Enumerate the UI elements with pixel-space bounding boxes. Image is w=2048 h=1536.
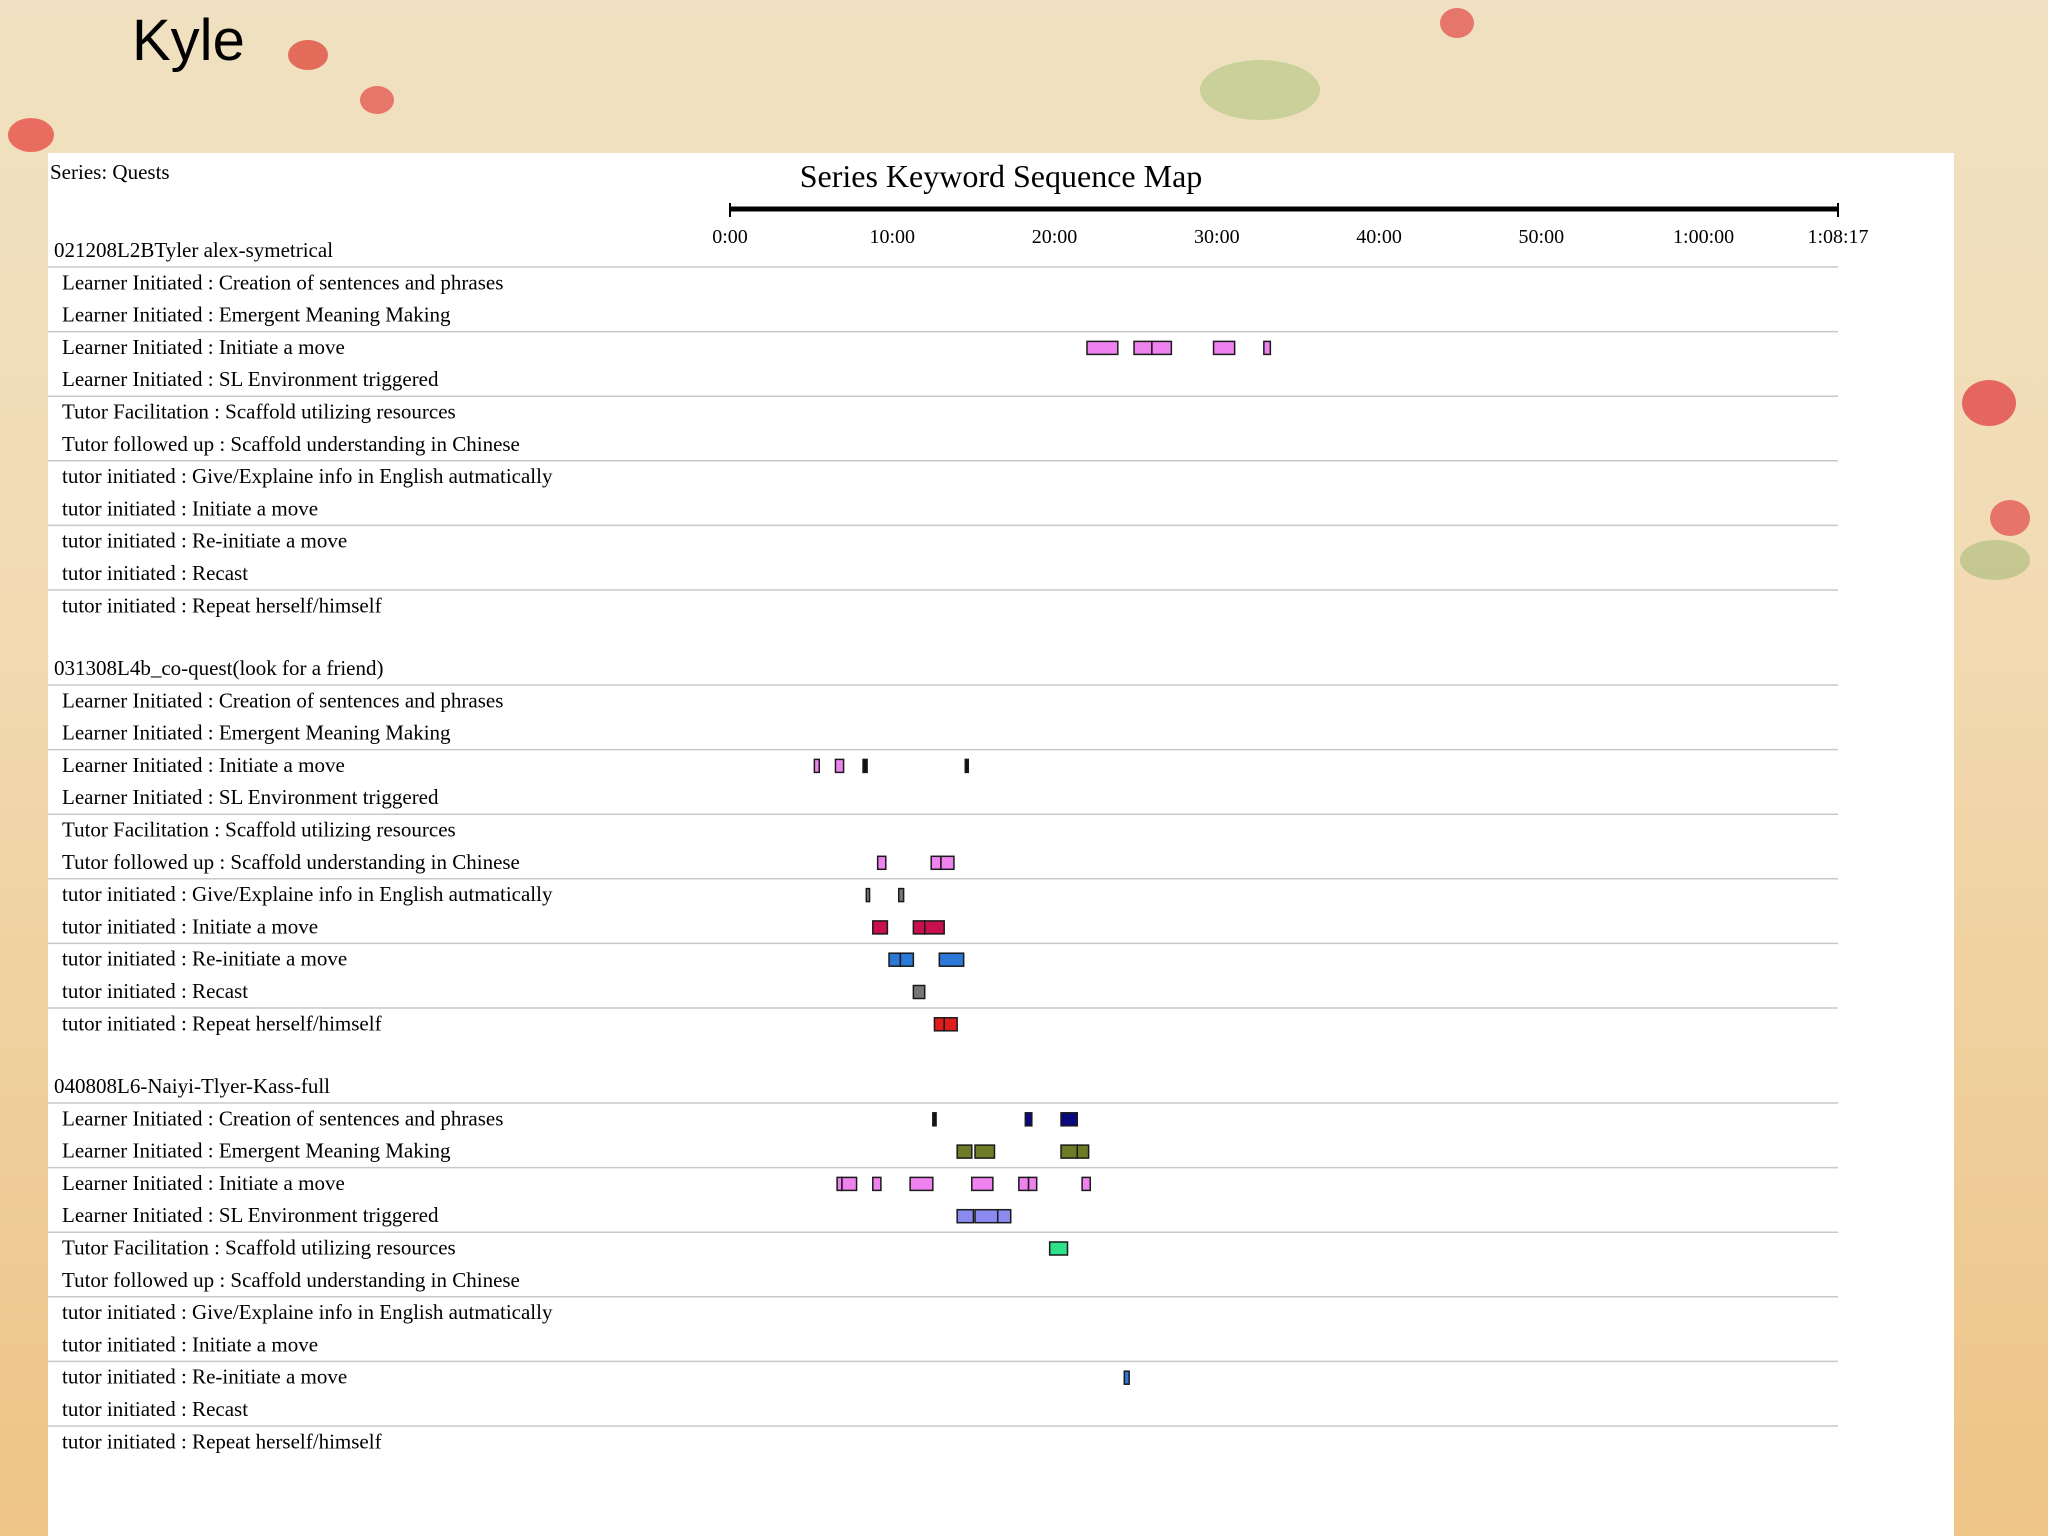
session-header: 040808L6-Naiyi-Tlyer-Kass-full bbox=[54, 1074, 330, 1098]
session-header: 021208L2BTyler alex-symetrical bbox=[54, 238, 333, 262]
segment-mark bbox=[964, 758, 970, 774]
segment-mark bbox=[956, 1208, 975, 1224]
segment-mark bbox=[1212, 340, 1236, 356]
segment-mark bbox=[938, 952, 965, 967]
category-label: tutor initiated : Re-initiate a move bbox=[62, 947, 347, 971]
segment-mark bbox=[1123, 1370, 1130, 1385]
segment-mark bbox=[933, 1017, 945, 1032]
axis-tick-label: 40:00 bbox=[1356, 226, 1402, 248]
category-label: Learner Initiated : Initiate a move bbox=[62, 1171, 345, 1195]
category-label: tutor initiated : Repeat herself/himself bbox=[62, 593, 382, 617]
axis-tick-label: 50:00 bbox=[1519, 226, 1565, 248]
segment-mark bbox=[899, 952, 915, 967]
category-label: tutor initiated : Give/Explaine info in … bbox=[62, 882, 553, 906]
marks-layer bbox=[813, 340, 1272, 1385]
segment-mark bbox=[813, 758, 820, 774]
segment-mark bbox=[996, 1208, 1012, 1224]
segment-mark bbox=[1086, 340, 1119, 356]
axis-tick-label: 30:00 bbox=[1194, 226, 1240, 248]
keyword-sequence-map: Series: Quests Series Keyword Sequence M… bbox=[48, 158, 1869, 1453]
category-label: Tutor Facilitation : Scaffold utilizing … bbox=[62, 1236, 456, 1260]
segment-mark bbox=[971, 1176, 994, 1192]
category-label: Learner Initiated : Creation of sentence… bbox=[62, 1106, 503, 1130]
segment-mark bbox=[1263, 340, 1272, 356]
series-label: Series: Quests bbox=[50, 160, 170, 184]
segment-mark bbox=[1060, 1144, 1078, 1159]
category-label: Learner Initiated : Emergent Meaning Mak… bbox=[62, 303, 451, 327]
chart-title: Series Keyword Sequence Map bbox=[800, 158, 1203, 194]
category-label: Tutor Facilitation : Scaffold utilizing … bbox=[62, 818, 456, 842]
segment-mark bbox=[974, 1208, 999, 1224]
category-label: Tutor followed up : Scaffold understandi… bbox=[62, 432, 520, 456]
chart-panel: Series: Quests Series Keyword Sequence M… bbox=[48, 153, 1954, 1536]
category-label: tutor initiated : Re-initiate a move bbox=[62, 529, 347, 553]
category-label: Tutor Facilitation : Scaffold utilizing … bbox=[62, 400, 456, 424]
category-label: tutor initiated : Recast bbox=[62, 1397, 248, 1421]
category-label: Tutor followed up : Scaffold understandi… bbox=[62, 850, 520, 874]
category-label: tutor initiated : Repeat herself/himself bbox=[62, 1011, 382, 1035]
segment-mark bbox=[932, 1112, 937, 1127]
axis-tick-label: 1:00:00 bbox=[1673, 226, 1734, 248]
segment-mark bbox=[1133, 340, 1153, 356]
rows-layer: 021208L2BTyler alex-symetrical Learner In… bbox=[48, 238, 1838, 1453]
axis-tick-label: 20:00 bbox=[1032, 226, 1078, 248]
segment-mark bbox=[862, 758, 868, 774]
category-label: Tutor followed up : Scaffold understandi… bbox=[62, 1268, 520, 1292]
segment-mark bbox=[930, 855, 942, 871]
segment-mark bbox=[1151, 340, 1173, 356]
category-label: tutor initiated : Initiate a move bbox=[62, 914, 318, 938]
category-label: Learner Initiated : Creation of sentence… bbox=[62, 688, 503, 712]
segment-mark bbox=[888, 952, 902, 967]
category-label: Learner Initiated : SL Environment trigg… bbox=[62, 367, 439, 391]
segment-mark bbox=[872, 920, 889, 935]
slide-title: Kyle bbox=[132, 8, 245, 73]
category-label: Learner Initiated : Emergent Meaning Mak… bbox=[62, 1139, 451, 1163]
time-axis: 0:00 10:00 20:00 30:00 40:00 50:00 1:00:00 1:08… bbox=[712, 203, 1869, 248]
segment-mark bbox=[876, 855, 887, 871]
category-label: Learner Initiated : SL Environment trigg… bbox=[62, 1203, 439, 1227]
segment-mark bbox=[1081, 1176, 1091, 1192]
segment-mark bbox=[1048, 1241, 1069, 1256]
category-label: tutor initiated : Give/Explaine info in … bbox=[62, 1300, 553, 1324]
segment-mark bbox=[912, 920, 926, 935]
segment-mark bbox=[1027, 1176, 1038, 1192]
segment-mark bbox=[940, 855, 955, 871]
category-label: tutor initiated : Initiate a move bbox=[62, 1332, 318, 1356]
category-label: tutor initiated : Repeat herself/himself bbox=[62, 1429, 382, 1453]
category-label: Learner Initiated : Emergent Meaning Mak… bbox=[62, 721, 451, 745]
segment-mark bbox=[872, 1176, 882, 1192]
segment-mark bbox=[974, 1144, 996, 1159]
segment-mark bbox=[834, 758, 845, 774]
category-label: tutor initiated : Re-initiate a move bbox=[62, 1365, 347, 1389]
segment-mark bbox=[841, 1176, 858, 1192]
segment-mark bbox=[956, 1144, 973, 1159]
axis-tick-label: 1:08:17 bbox=[1807, 226, 1868, 248]
category-label: Learner Initiated : SL Environment trigg… bbox=[62, 785, 439, 809]
segment-mark bbox=[923, 920, 945, 935]
segment-mark bbox=[943, 1017, 958, 1032]
segment-mark bbox=[1024, 1112, 1033, 1127]
category-label: Learner Initiated : Initiate a move bbox=[62, 335, 345, 359]
axis-tick-label: 10:00 bbox=[869, 226, 915, 248]
segment-mark bbox=[912, 984, 926, 1000]
segment-mark bbox=[1018, 1176, 1030, 1192]
session-header: 031308L4b_co-quest(look for a friend) bbox=[54, 656, 384, 680]
category-label: tutor initiated : Recast bbox=[62, 979, 248, 1003]
category-label: tutor initiated : Give/Explaine info in … bbox=[62, 464, 553, 488]
segment-mark bbox=[909, 1176, 934, 1192]
segment-mark bbox=[1060, 1112, 1078, 1127]
category-label: tutor initiated : Initiate a move bbox=[62, 496, 318, 520]
segment-mark bbox=[865, 887, 871, 903]
segment-mark bbox=[898, 887, 905, 903]
category-label: tutor initiated : Recast bbox=[62, 561, 248, 585]
category-label: Learner Initiated : Initiate a move bbox=[62, 753, 345, 777]
segment-mark bbox=[1076, 1144, 1090, 1159]
category-label: Learner Initiated : Creation of sentence… bbox=[62, 270, 503, 294]
axis-tick-label: 0:00 bbox=[712, 226, 748, 248]
